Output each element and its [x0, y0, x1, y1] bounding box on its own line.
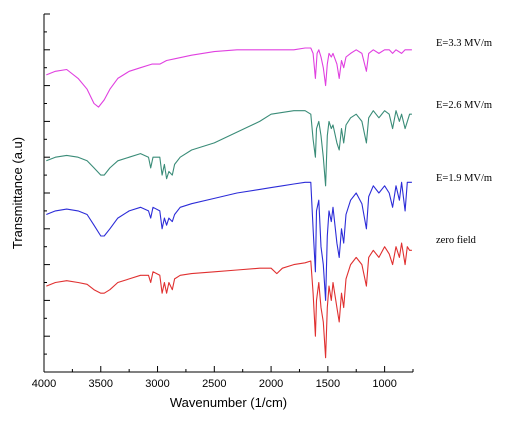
series-label-0: E=3.3 MV/m: [436, 38, 492, 49]
series-label-2: E=1.9 MV/m: [436, 173, 492, 184]
series-line-0: [46, 48, 412, 107]
series-line-3: [46, 243, 412, 358]
series-line-2: [46, 182, 412, 300]
series-line-1: [46, 111, 412, 186]
x-tick-label: 3500: [89, 378, 113, 390]
axes: [44, 14, 413, 372]
x-tick-label: 1000: [372, 378, 396, 390]
series-label-3: zero field: [436, 235, 477, 246]
x-tick-label: 2000: [259, 378, 283, 390]
series-layer: [46, 48, 412, 358]
y-axis-title: Transmittance (a.u): [10, 137, 25, 249]
series-labels: E=3.3 MV/m E=2.6 MV/m E=1.9 MV/m zero field: [436, 38, 492, 246]
ticks: 4000 3500 3000 2500 2000 1500 1000: [32, 14, 413, 390]
x-tick-label: 3000: [145, 378, 169, 390]
x-tick-label: 2500: [202, 378, 226, 390]
series-label-1: E=2.6 MV/m: [436, 100, 492, 111]
x-tick-label: 1500: [316, 378, 340, 390]
x-axis-title: Wavenumber (1/cm): [170, 395, 287, 410]
x-tick-label: 4000: [32, 378, 56, 390]
